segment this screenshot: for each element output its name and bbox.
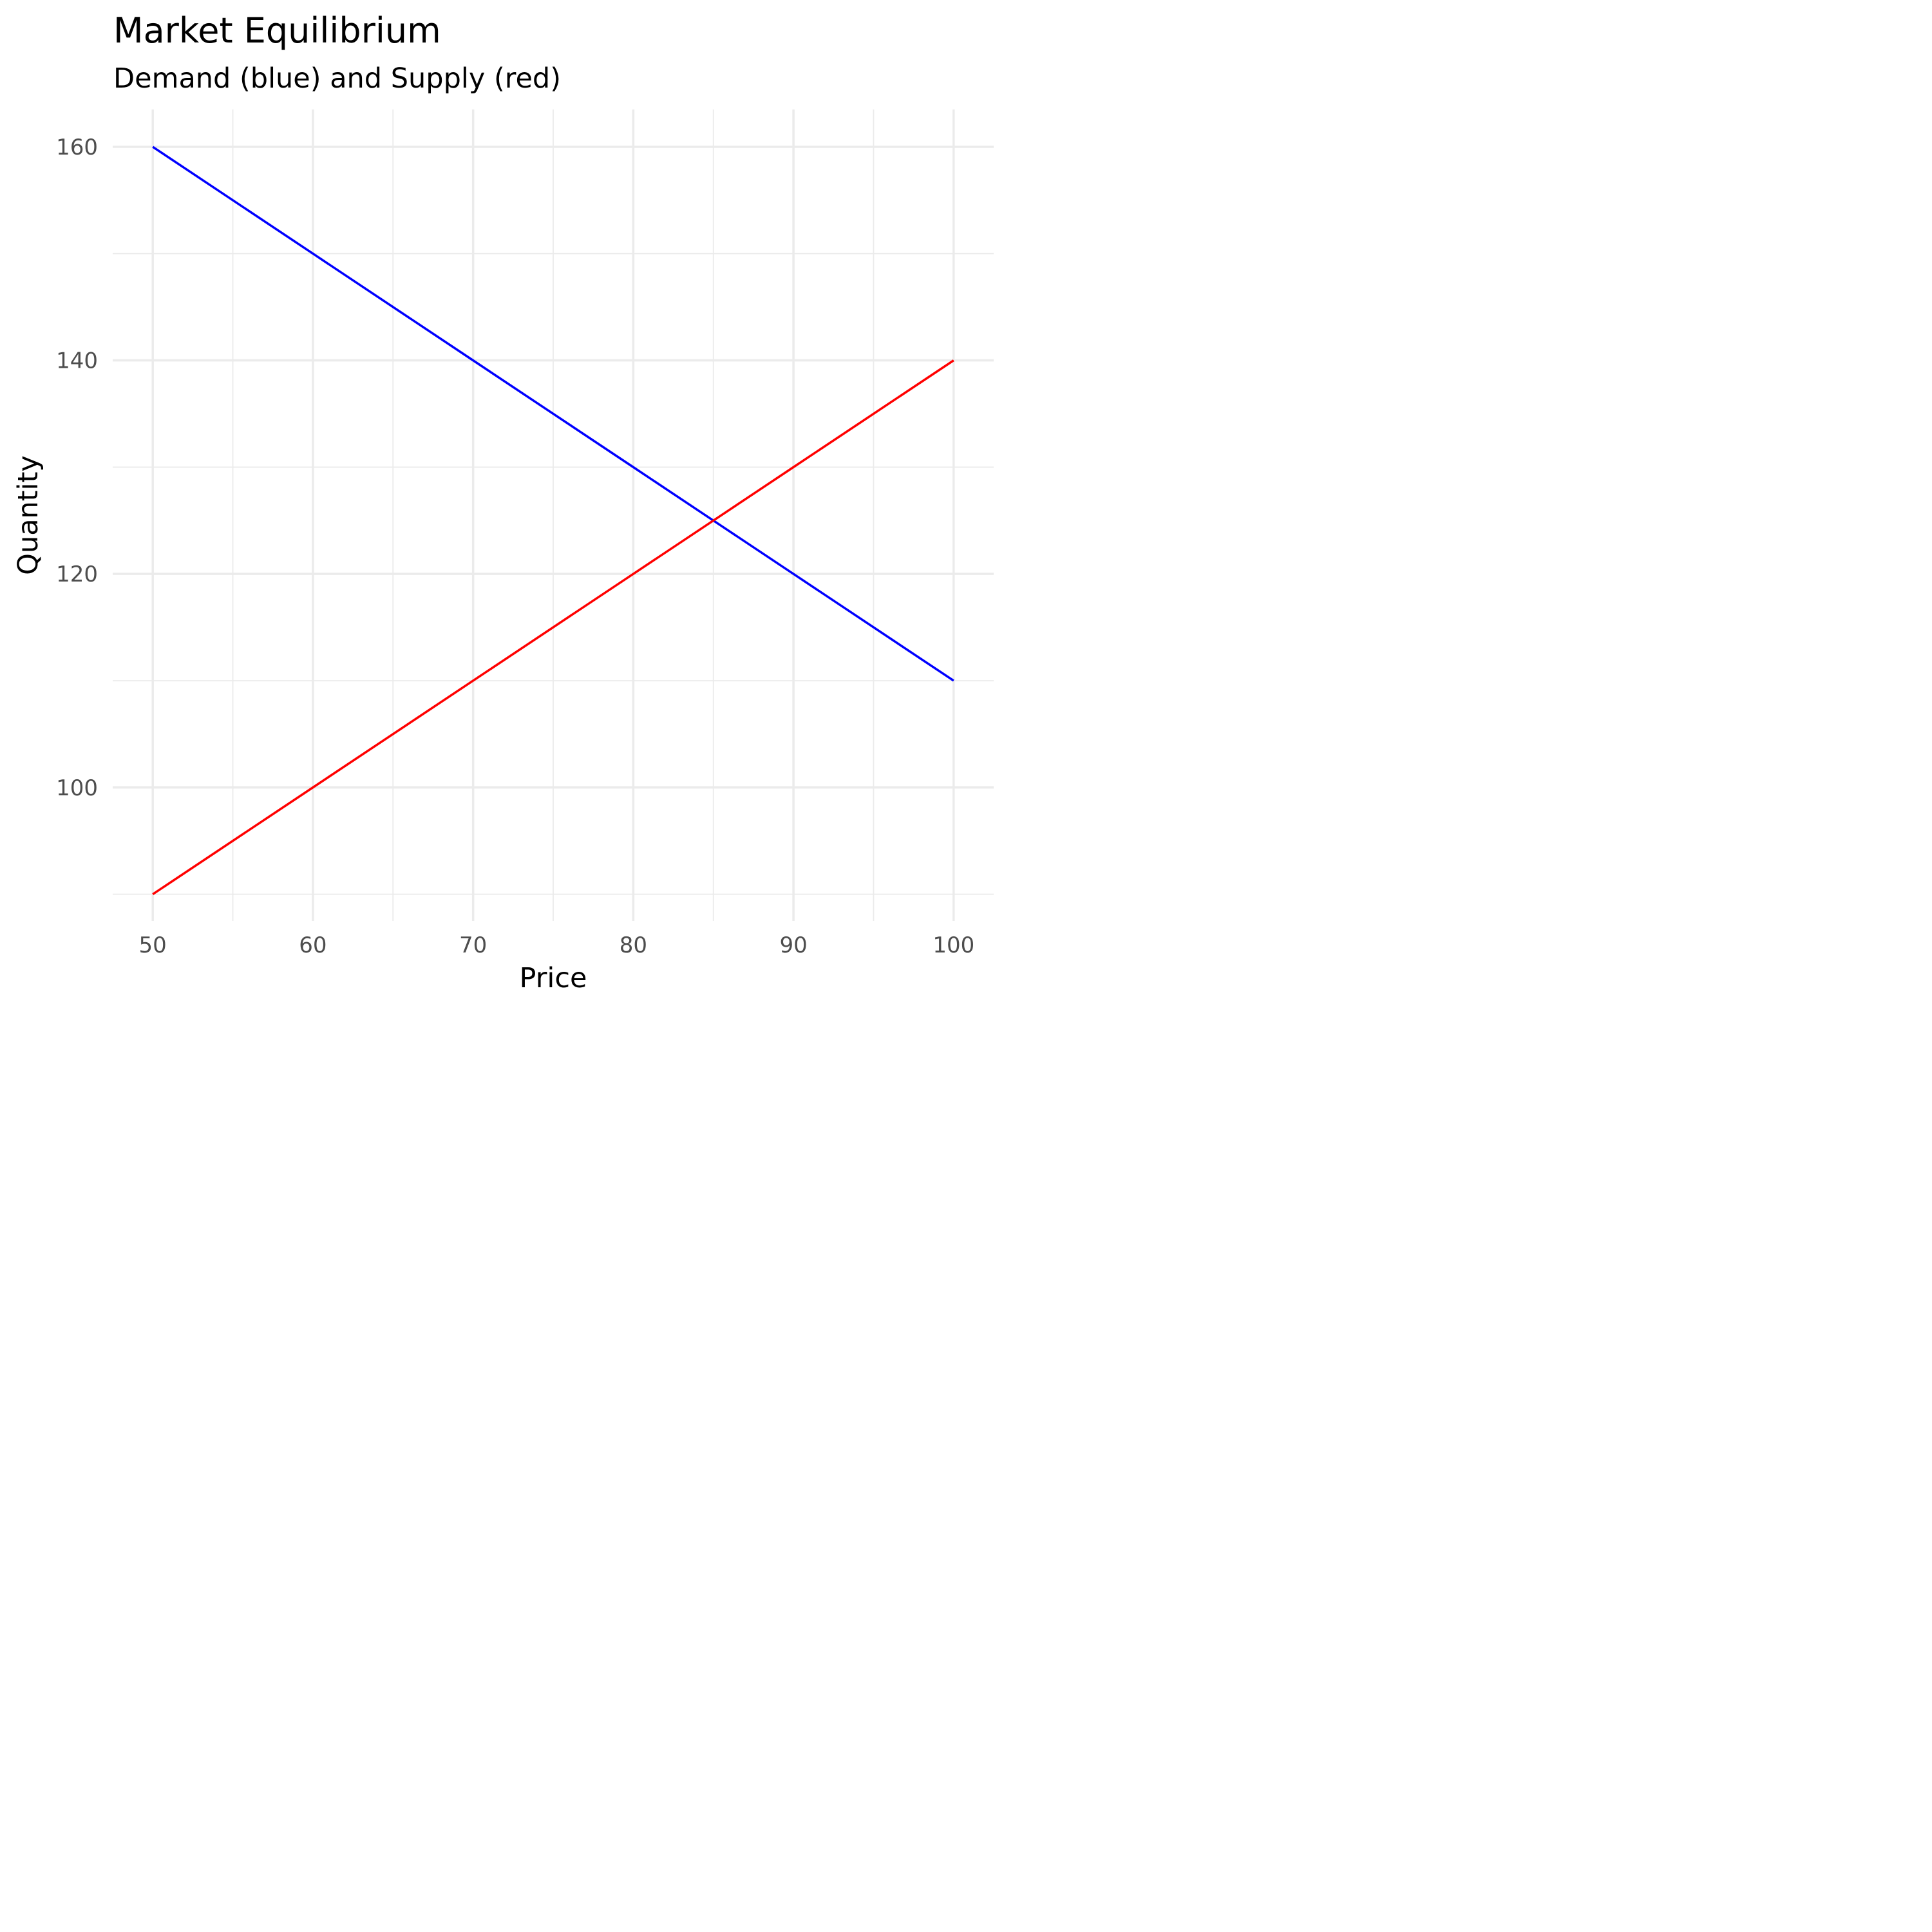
chart: Market Equilibrium Demand (blue) and Sup… (12, 10, 994, 994)
y-tick-label: 140 (56, 348, 98, 374)
x-axis-label: Price (520, 962, 587, 994)
minor-gridlines (113, 109, 994, 921)
major-gridlines (113, 109, 994, 921)
y-tick-label: 160 (56, 135, 98, 160)
x-tick-label: 80 (620, 933, 647, 958)
x-tick-label: 50 (139, 933, 167, 958)
x-axis-tick-labels: 50 60 70 80 90 100 (139, 933, 975, 958)
x-tick-label: 100 (933, 933, 974, 958)
x-tick-label: 70 (459, 933, 487, 958)
y-tick-label: 100 (56, 775, 98, 801)
supply-line (152, 359, 954, 896)
chart-title: Market Equilibrium (113, 10, 441, 51)
chart-subtitle: Demand (blue) and Supply (red) (113, 62, 561, 95)
y-tick-label: 120 (56, 562, 98, 587)
x-tick-label: 90 (779, 933, 807, 958)
demand-line (152, 146, 954, 682)
y-axis-tick-labels: 100 120 140 160 (56, 135, 98, 801)
series-lines (152, 146, 954, 896)
y-axis-label: Quantity (12, 455, 44, 575)
x-tick-label: 60 (299, 933, 327, 958)
